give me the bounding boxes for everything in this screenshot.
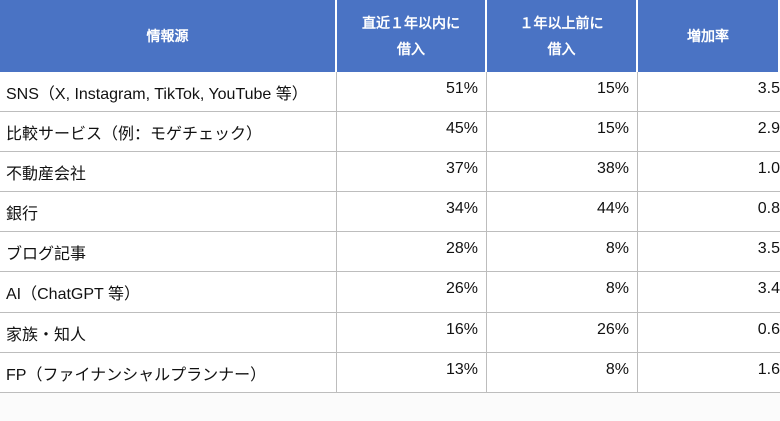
row-label: 家族・知人 bbox=[0, 313, 337, 353]
value-cell: 15% bbox=[487, 112, 638, 152]
value-cell: 15% bbox=[487, 72, 638, 112]
row-label: 比較サービス（例：モゲチェック） bbox=[0, 112, 337, 152]
header-text: 借入 bbox=[547, 41, 576, 57]
value-cell: 34% bbox=[337, 192, 487, 232]
value-cell: 3.5 bbox=[638, 232, 780, 272]
value-cell: 3.5 bbox=[638, 72, 780, 112]
value-cell: 8% bbox=[487, 232, 638, 272]
header-text: 借入 bbox=[397, 41, 425, 57]
value-cell: 28% bbox=[337, 232, 487, 272]
value-cell: 16% bbox=[337, 313, 487, 353]
value-cell: 0.6 bbox=[638, 313, 780, 353]
value-cell: 1.6 bbox=[638, 353, 780, 393]
value-cell: 38% bbox=[487, 152, 638, 192]
row-label: AI（ChatGPT 等） bbox=[0, 272, 337, 313]
value-cell: 26% bbox=[337, 272, 487, 313]
value-cell: 45% bbox=[337, 112, 487, 152]
row-label: SNS（X, Instagram, TikTok, YouTube 等） bbox=[0, 72, 337, 112]
row-label: ブログ記事 bbox=[0, 232, 337, 272]
header-cell: 情報源 bbox=[0, 0, 337, 72]
header-cell: 増加率 bbox=[638, 0, 780, 72]
header-cell: 直近１年以内に 借入 bbox=[337, 0, 487, 72]
row-label: 銀行 bbox=[0, 192, 337, 232]
value-cell: 26% bbox=[487, 313, 638, 353]
header-text: 増加率 bbox=[687, 28, 729, 44]
value-cell: 13% bbox=[337, 353, 487, 393]
value-cell: 37% bbox=[337, 152, 487, 192]
value-cell: 0.8 bbox=[638, 192, 780, 232]
header-text: 情報源 bbox=[146, 28, 189, 44]
header-cell: １年以上前に 借入 bbox=[487, 0, 638, 72]
value-cell: 8% bbox=[487, 353, 638, 393]
value-cell: 1.0 bbox=[638, 152, 780, 192]
value-cell: 51% bbox=[337, 72, 487, 112]
row-label: 不動産会社 bbox=[0, 152, 337, 192]
value-cell: 8% bbox=[487, 272, 638, 313]
row-label: FP（ファイナンシャルプランナー） bbox=[0, 353, 337, 393]
value-cell: 2.9 bbox=[638, 112, 780, 152]
header-text: 直近１年以内に bbox=[362, 15, 460, 31]
value-cell: 3.4 bbox=[638, 272, 780, 313]
header-text: １年以上前に bbox=[519, 15, 604, 31]
value-cell: 44% bbox=[487, 192, 638, 232]
